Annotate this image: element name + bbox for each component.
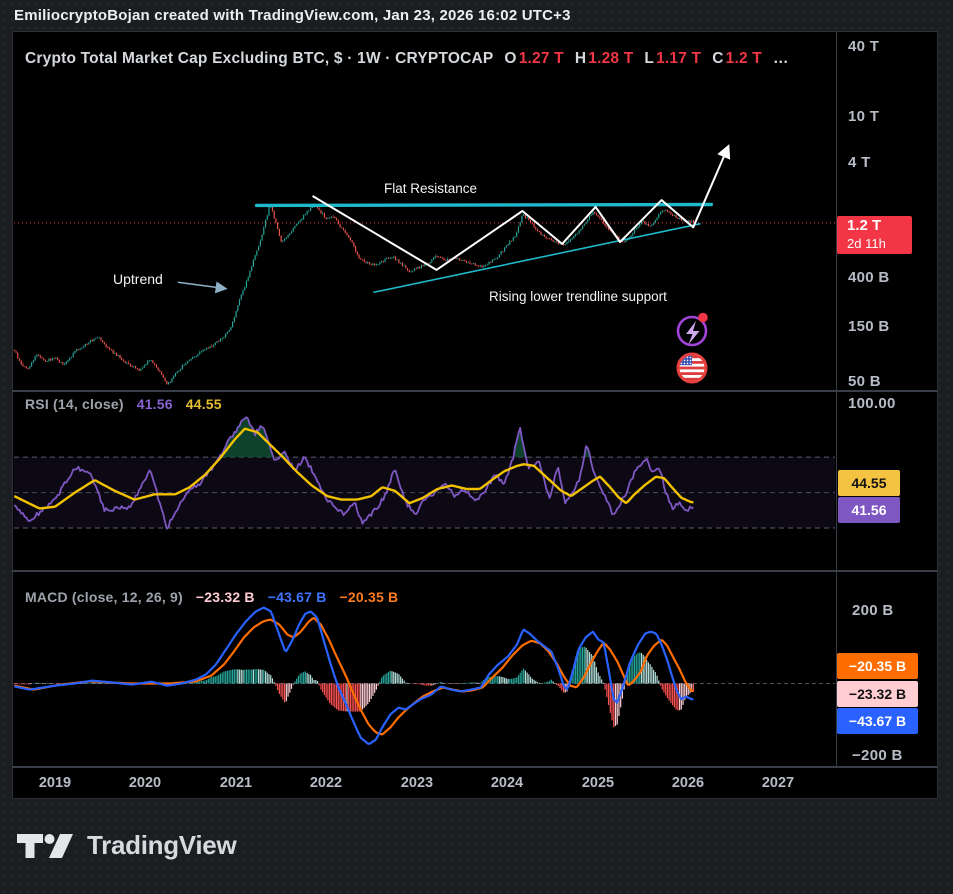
ohlc-ellipsis: … xyxy=(772,50,789,67)
macd-signal-value: −20.35 B xyxy=(339,589,399,605)
rsi-overbought-fill xyxy=(220,417,273,458)
rsi-value-badge: 41.56 xyxy=(838,497,900,523)
macd-signal-badge: −20.35 B xyxy=(837,653,918,679)
rising-support-line xyxy=(373,222,701,294)
ohlc-high: H 1.28 T xyxy=(575,50,634,68)
open-label: O xyxy=(504,50,517,67)
macd-header: MACD (close, 12, 26, 9) −23.32 B −43.67 … xyxy=(25,589,398,605)
ohlc-close: C 1.2 T xyxy=(712,50,762,68)
close-value: 1.2 T xyxy=(725,50,762,67)
ohlc-low: L 1.17 T xyxy=(644,50,701,68)
rsi-value: 41.56 xyxy=(136,396,173,412)
time-tick-label: 2026 xyxy=(671,775,705,791)
macd-pane-chart[interactable] xyxy=(12,572,836,767)
tradingview-logo[interactable]: TradingView xyxy=(16,830,237,861)
price-pane-chart[interactable] xyxy=(12,31,836,391)
open-value: 1.27 T xyxy=(518,50,564,67)
time-tick-label: 2022 xyxy=(309,775,343,791)
uptrend-arrow xyxy=(177,281,228,294)
time-tick-label: 2025 xyxy=(581,775,615,791)
price-tick-label: 40 T xyxy=(848,38,880,55)
price-tick-label: 4 T xyxy=(848,153,871,171)
projection-zigzag-arrow xyxy=(312,144,731,271)
price-tick-label: 150 B xyxy=(848,318,890,335)
macd-label[interactable]: MACD (close, 12, 26, 9) xyxy=(25,589,183,605)
rsi-line xyxy=(13,416,694,530)
low-label: L xyxy=(644,50,655,67)
time-tick-label: 2021 xyxy=(219,775,253,791)
macd-histogram xyxy=(13,646,695,728)
time-tick-label: 2023 xyxy=(400,775,434,791)
high-value: 1.28 T xyxy=(588,50,634,67)
ohlc-open: O 1.27 T xyxy=(504,50,563,68)
macd-hist-badge: −23.32 B xyxy=(837,681,918,707)
price-tick-label: 50 B xyxy=(848,373,881,390)
flat-resistance-line xyxy=(254,202,713,208)
rsi-pane-chart[interactable] xyxy=(12,392,836,570)
pane-separator xyxy=(12,766,938,768)
low-value: 1.17 T xyxy=(656,50,702,67)
rsi-scale-top-label: 100.00 xyxy=(848,395,896,412)
lightning-icon[interactable] xyxy=(676,312,708,347)
rsi-overbought-fill xyxy=(515,427,526,458)
time-tick-label: 2020 xyxy=(128,775,162,791)
high-label: H xyxy=(574,50,587,67)
rsi-ma-line xyxy=(13,427,694,510)
flat-resistance-label[interactable]: Flat Resistance xyxy=(384,181,478,196)
macd-line xyxy=(14,606,694,745)
rsi-label[interactable]: RSI (14, close) xyxy=(25,396,124,412)
rsi-ma-value: 44.55 xyxy=(185,396,222,412)
watermark-header: EmiliocryptoBojan created with TradingVi… xyxy=(14,7,571,24)
macd-hist-value: −23.32 B xyxy=(195,589,255,605)
pane-separator[interactable] xyxy=(12,390,938,392)
rsi-header: RSI (14, close) 41.56 44.55 xyxy=(25,396,222,412)
price-scale-separator xyxy=(836,32,837,767)
price-tick-label: 400 B xyxy=(848,269,890,286)
price-tick-label: 10 T xyxy=(848,107,880,125)
symbol-title[interactable]: Crypto Total Market Cap Excluding BTC, $… xyxy=(25,50,494,67)
macd-scale-top-label: 200 B xyxy=(852,602,894,619)
symbol-title-row: Crypto Total Market Cap Excluding BTC, $… xyxy=(25,50,789,68)
pane-separator[interactable] xyxy=(12,570,938,572)
macd-line-value: −43.67 B xyxy=(267,589,327,605)
macd-line-badge: −43.67 B xyxy=(837,708,918,734)
us-flag-icon[interactable] xyxy=(676,352,708,384)
bar-countdown: 2d 11h xyxy=(847,236,886,251)
macd-scale-bottom-label: −200 B xyxy=(852,747,903,764)
rising-support-label[interactable]: Rising lower trendline support xyxy=(489,289,667,304)
time-tick-label: 2024 xyxy=(490,775,524,791)
time-tick-label: 2027 xyxy=(761,775,795,791)
chart-frame xyxy=(12,31,938,799)
uptrend-label[interactable]: Uptrend xyxy=(113,271,163,287)
current-price-value: 1.2 T xyxy=(847,217,882,234)
tradingview-logo-icon xyxy=(17,833,73,858)
close-label: C xyxy=(712,50,724,67)
tradingview-logo-text: TradingView xyxy=(87,830,237,860)
current-price-badge: 1.2 T 2d 11h xyxy=(837,216,912,254)
candles-series xyxy=(13,203,695,386)
rsi-ma-badge: 44.55 xyxy=(838,470,900,496)
time-tick-label: 2019 xyxy=(38,775,72,791)
